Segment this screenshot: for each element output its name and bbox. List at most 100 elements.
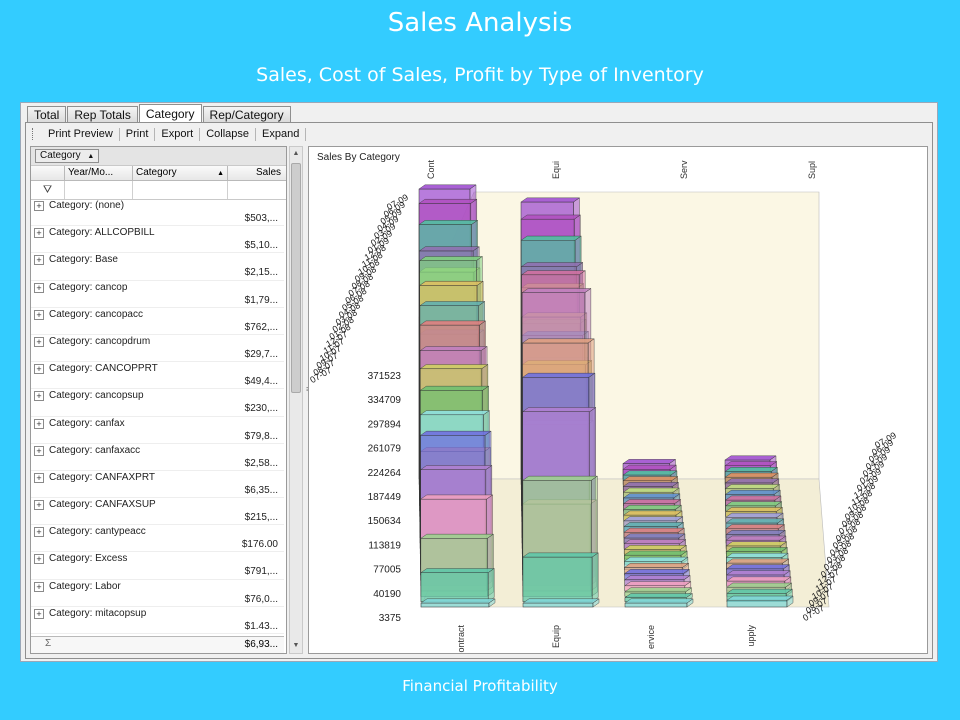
bar-top [419, 301, 486, 306]
bar-top [725, 524, 786, 529]
bar-top [622, 459, 677, 464]
bar [522, 556, 593, 602]
group-by-chip-category[interactable]: Category ▲ [35, 149, 100, 163]
bar-top [419, 364, 489, 369]
group-row-label: Category: cantypeacc [49, 526, 146, 538]
bar-side [488, 568, 495, 603]
data-grid: Category ▲ Year/Mo... Category ▲ Sales ⛛ [30, 146, 287, 654]
bar-top [726, 576, 792, 582]
category-top-label: Serv [679, 160, 689, 179]
expand-plus-icon[interactable]: + [34, 336, 44, 347]
bar-top [623, 527, 685, 533]
bar-top [623, 569, 690, 574]
group-row[interactable]: + Category: canfax $79,8... [31, 417, 284, 444]
expand-plus-icon[interactable]: + [34, 445, 44, 456]
group-row-sales: $1,79... [244, 294, 278, 306]
group-row[interactable]: + Category: mitacopsup $1.43... [31, 607, 284, 634]
group-row[interactable]: + Category: canfaxacc $2,58... [31, 444, 284, 471]
bar-top [623, 556, 689, 562]
filter-cell-sales[interactable] [228, 181, 284, 199]
y-tick-label: 261079 [368, 444, 402, 455]
y-tick-label: 371523 [368, 371, 402, 382]
column-header-category[interactable]: Category ▲ [133, 166, 228, 180]
group-row[interactable]: + Category: Base $2,15... [31, 253, 284, 281]
filter-cell-year-month[interactable] [65, 181, 133, 199]
expand-plus-icon[interactable]: + [34, 608, 44, 619]
expand-plus-icon[interactable]: + [34, 255, 44, 266]
scroll-up-arrow-icon[interactable]: ▲ [292, 150, 300, 157]
collapse-button[interactable]: Collapse [206, 128, 250, 140]
group-row-sales: $1.43... [244, 620, 278, 632]
expand-plus-icon[interactable]: + [34, 201, 44, 211]
sort-asc-icon: ▲ [87, 153, 95, 160]
bar-top [724, 455, 777, 461]
group-row[interactable]: + Category: ALLCOPBILL $5,10... [31, 226, 284, 254]
bar-top [522, 475, 599, 481]
bar-top [520, 235, 582, 241]
expand-plus-icon[interactable]: + [34, 228, 44, 239]
group-row-label: Category: cancopacc [49, 308, 143, 320]
tab-rep-totals[interactable]: Rep Totals [67, 106, 138, 123]
bar-top [418, 184, 477, 190]
bar-top [520, 197, 581, 203]
scroll-thumb[interactable] [291, 163, 301, 393]
tab-category[interactable]: Category [138, 104, 202, 123]
tabstrip: Total Rep Totals Category Rep/Category [27, 104, 291, 123]
group-row-sales: $6,35... [244, 484, 278, 496]
expand-plus-icon[interactable]: + [34, 554, 44, 565]
toolbar-grip[interactable] [32, 128, 36, 140]
print-preview-button[interactable]: Print Preview [48, 128, 113, 140]
expand-plus-icon[interactable]: + [34, 418, 44, 429]
expand-plus-icon[interactable]: + [34, 309, 44, 320]
group-row[interactable]: + Category: Excess $791,... [31, 552, 284, 580]
group-row-label: Category: (none) [49, 200, 125, 211]
group-row[interactable]: + Category: cantypeacc $176.00 [31, 525, 284, 553]
bar-top [725, 541, 788, 547]
column-header-sales[interactable]: Sales [255, 167, 281, 178]
chart-panel: Cont Equi Serv Supl ontract Equip ervice upply 3… [308, 146, 928, 654]
y-tick-label: 224264 [368, 468, 402, 479]
scroll-down-arrow-icon[interactable]: ▼ [292, 642, 300, 649]
filter-icon[interactable]: ⛛ [31, 181, 65, 199]
bar-top [724, 461, 778, 466]
bar-top [624, 593, 693, 598]
column-header-year-month[interactable]: Year/Mo... [65, 166, 133, 180]
group-row[interactable]: + Category: (none) $503,... [31, 199, 284, 227]
export-button[interactable]: Export [161, 128, 194, 140]
expand-plus-icon[interactable]: + [34, 527, 44, 538]
group-row-sales: $2,15... [244, 267, 278, 279]
expand-plus-icon[interactable]: + [34, 282, 44, 293]
group-row[interactable]: + Category: cancopdrum $29,7... [31, 335, 284, 363]
bar-top [726, 595, 794, 601]
group-row[interactable]: + Category: cancop $1,79... [31, 281, 284, 308]
bar-top [418, 246, 480, 252]
group-row[interactable]: + Category: CANCOPPRT $49,4... [31, 362, 284, 390]
tab-rep-category[interactable]: Rep/Category [202, 106, 291, 123]
grid-vertical-scrollbar[interactable]: ▲ ▼ [289, 146, 303, 654]
group-row[interactable]: + Category: CANFAXSUP $215,... [31, 498, 284, 526]
category-top-label: Supl [807, 161, 817, 179]
bar-top [623, 510, 683, 516]
group-row[interactable]: + Category: cancopsup $230,... [31, 389, 284, 417]
group-row[interactable]: + Category: Labor $76,0... [31, 580, 284, 607]
print-button[interactable]: Print [125, 128, 149, 140]
tab-total[interactable]: Total [27, 106, 67, 123]
bar-top [725, 507, 784, 512]
toolbar-separator [199, 127, 201, 141]
expand-button[interactable]: Expand [262, 128, 300, 140]
expand-plus-icon[interactable]: + [34, 472, 44, 483]
bar-top [726, 582, 793, 588]
expand-plus-icon[interactable]: + [34, 581, 44, 592]
bar-top [520, 270, 586, 275]
filter-cell-category[interactable] [133, 181, 228, 199]
bar-top [724, 478, 780, 484]
expand-plus-icon[interactable]: + [34, 364, 44, 375]
expand-plus-icon[interactable]: + [34, 391, 44, 402]
group-row-sales: $49,4... [244, 376, 278, 388]
bar-top [418, 220, 479, 225]
group-row[interactable]: + Category: cancopacc $762,... [31, 308, 284, 335]
bar-side [686, 598, 694, 608]
group-row[interactable]: + Category: CANFAXPRT $6,35... [31, 471, 284, 499]
y-tick-label: 3375 [379, 613, 402, 624]
expand-plus-icon[interactable]: + [34, 500, 44, 511]
